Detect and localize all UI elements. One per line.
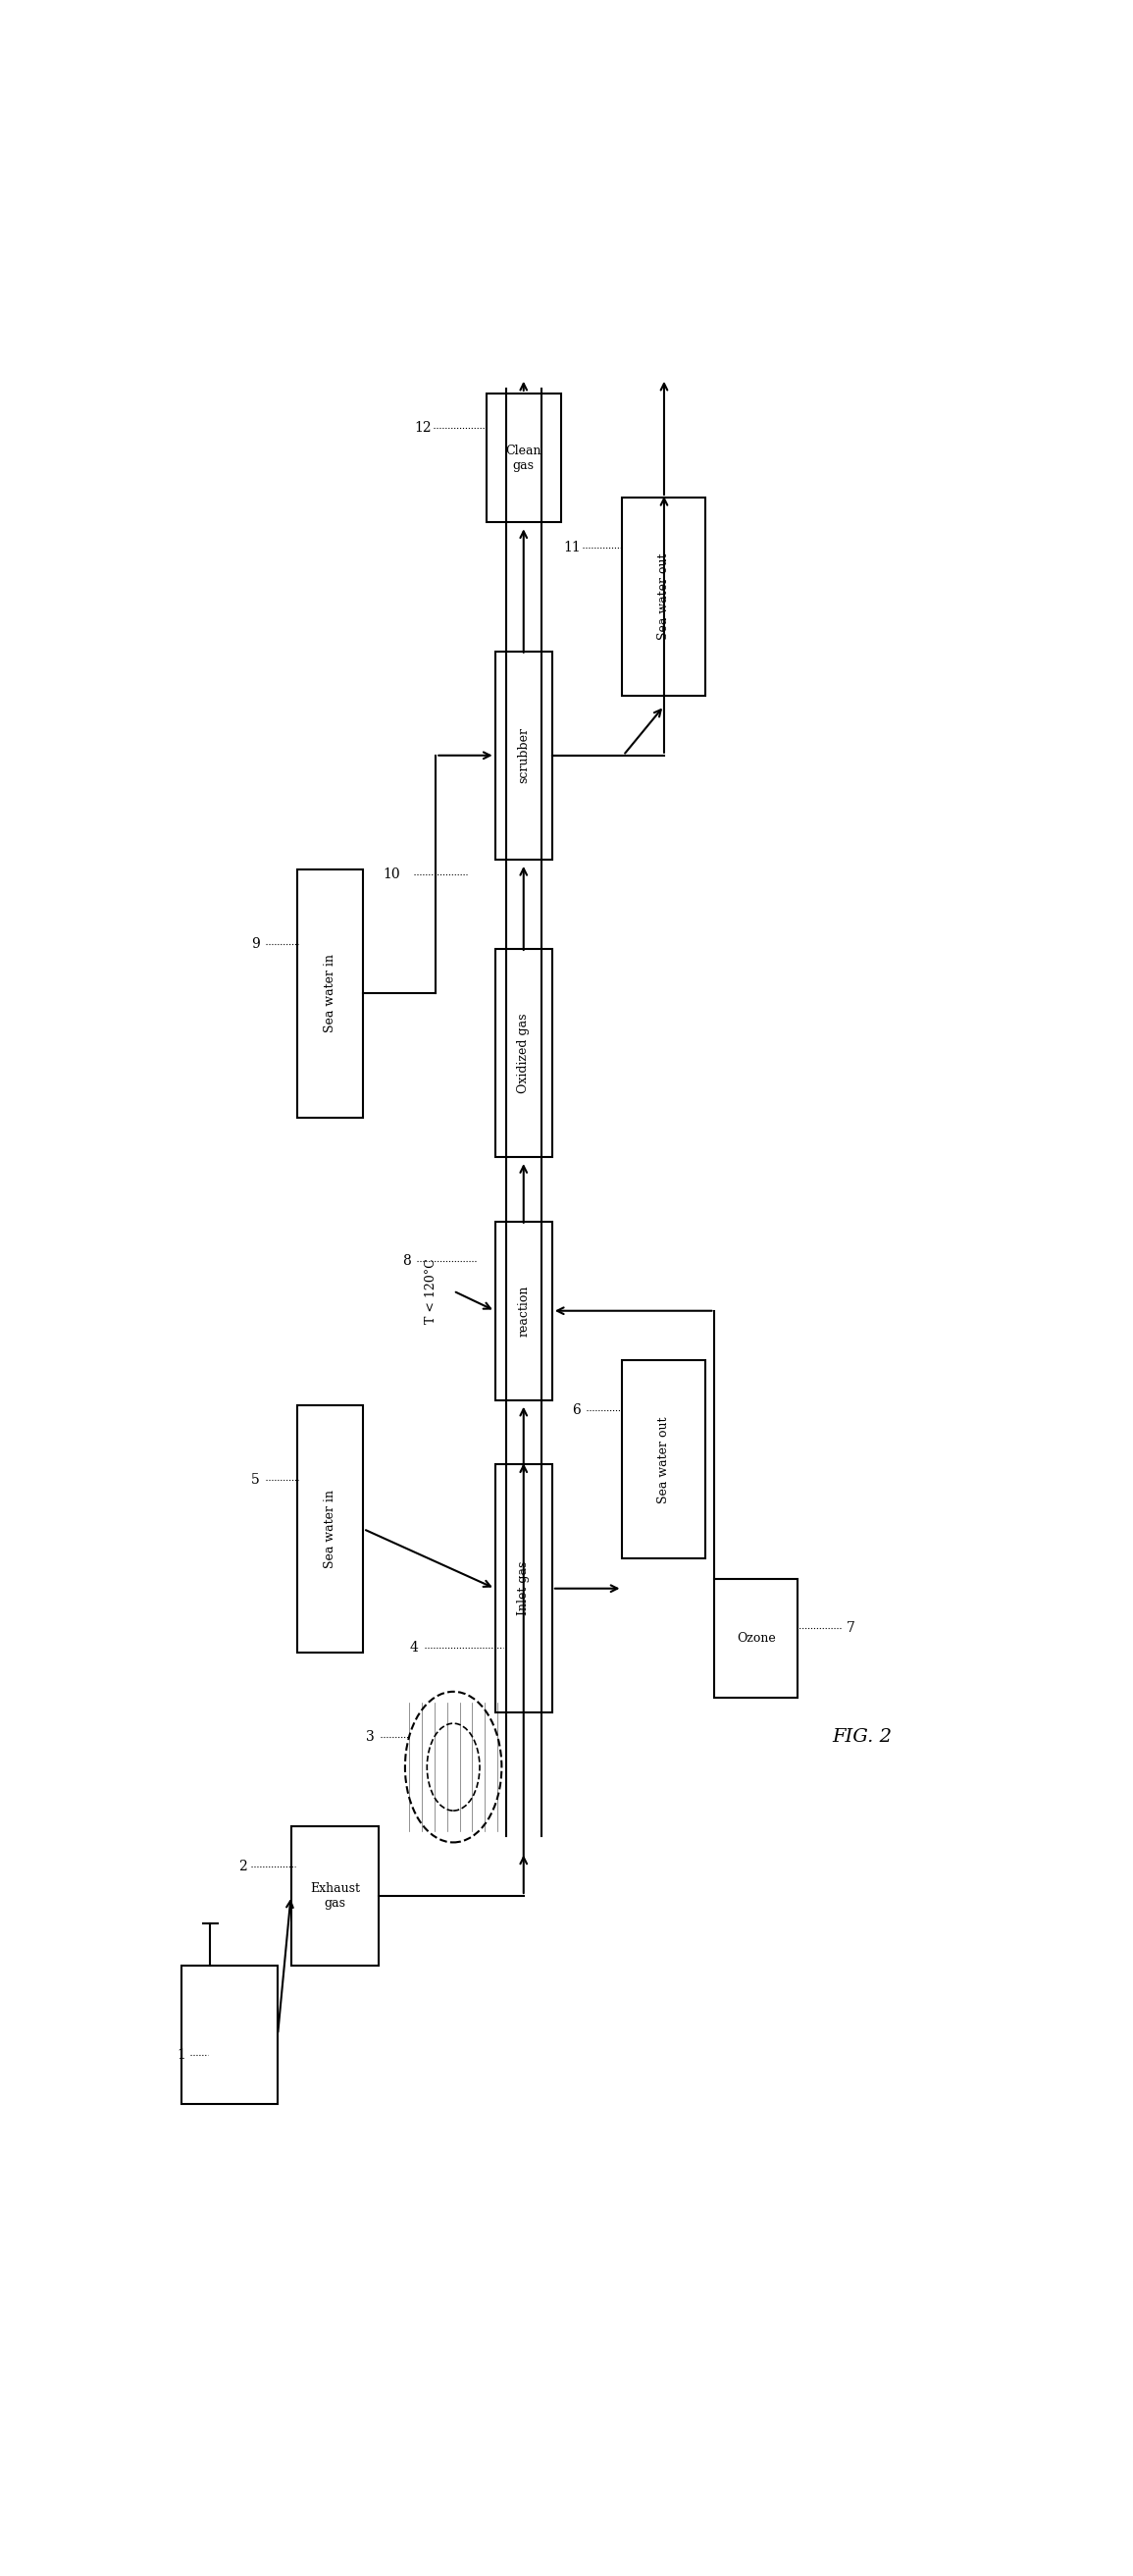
Bar: [715, 1579, 798, 1698]
Text: 5: 5: [252, 1473, 261, 1486]
Text: 12: 12: [414, 422, 432, 435]
Bar: [486, 394, 561, 523]
Text: scrubber: scrubber: [517, 726, 530, 783]
Text: Clean
gas: Clean gas: [505, 443, 542, 471]
Text: 11: 11: [563, 541, 580, 554]
Text: Sea water out: Sea water out: [657, 554, 671, 641]
Text: 3: 3: [366, 1731, 374, 1744]
Bar: [495, 1221, 552, 1401]
Text: T < 120°C: T < 120°C: [425, 1257, 437, 1324]
Text: 6: 6: [572, 1404, 580, 1417]
Bar: [181, 1965, 278, 2105]
Text: Oxidized gas: Oxidized gas: [517, 1012, 530, 1092]
Text: Sea water in: Sea water in: [324, 953, 337, 1033]
Bar: [495, 1466, 552, 1713]
Text: 10: 10: [383, 868, 401, 881]
Bar: [495, 652, 552, 860]
Bar: [622, 1360, 706, 1558]
Bar: [298, 1404, 364, 1654]
Bar: [291, 1826, 378, 1965]
Text: 4: 4: [409, 1641, 418, 1654]
Text: reaction: reaction: [517, 1285, 530, 1337]
Text: 8: 8: [402, 1255, 411, 1267]
Bar: [495, 948, 552, 1157]
Text: Ozone: Ozone: [736, 1631, 776, 1643]
Text: Sea water out: Sea water out: [657, 1417, 671, 1502]
Text: FIG. 2: FIG. 2: [832, 1728, 892, 1747]
Text: Sea water in: Sea water in: [324, 1489, 337, 1569]
Text: 1: 1: [177, 2048, 186, 2061]
Bar: [298, 871, 364, 1118]
Text: 9: 9: [252, 938, 261, 951]
Text: 7: 7: [846, 1620, 855, 1636]
Bar: [622, 497, 706, 696]
Text: Exhaust
gas: Exhaust gas: [309, 1883, 360, 1909]
Text: Inlet gas: Inlet gas: [517, 1561, 530, 1615]
Text: 2: 2: [238, 1860, 247, 1873]
